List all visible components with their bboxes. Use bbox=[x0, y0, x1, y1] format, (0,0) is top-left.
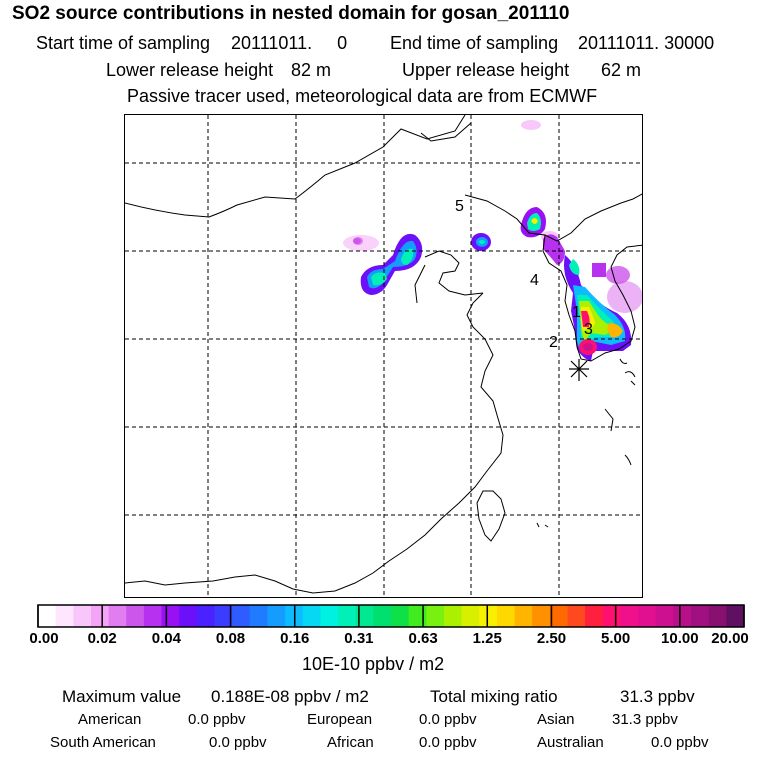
colorbar-swatch bbox=[179, 605, 198, 627]
colorbar-tick-label: 20.00 bbox=[711, 630, 749, 647]
max-value-label: Maximum value bbox=[62, 687, 182, 706]
colorbar-swatch bbox=[249, 605, 268, 627]
colorbar-swatch bbox=[90, 605, 110, 627]
upper-height-value: 62 m bbox=[601, 60, 642, 80]
colorbar-swatch bbox=[391, 605, 410, 627]
region-name-african: African bbox=[327, 734, 374, 751]
colorbar-swatch bbox=[638, 605, 657, 627]
region-name-european: European bbox=[307, 711, 373, 728]
receptor-marker-icon bbox=[569, 359, 589, 381]
total-mixing-value: 31.3 ppbv bbox=[620, 687, 695, 706]
source-label-2: 2 bbox=[549, 334, 558, 351]
region-value-african: 0.0 ppbv bbox=[419, 734, 477, 751]
colorbar-swatch bbox=[602, 605, 621, 627]
colorbar-swatch bbox=[161, 605, 180, 627]
colorbar-swatch bbox=[585, 605, 604, 627]
region-name-asian: Asian bbox=[537, 711, 575, 728]
coastlines bbox=[125, 115, 642, 594]
colorbar-swatch bbox=[73, 605, 92, 627]
colorbar-swatch bbox=[426, 605, 445, 627]
end-time-label: End time of sampling bbox=[390, 33, 559, 53]
lower-height-label: Lower release height bbox=[106, 60, 274, 80]
colorbar-tick-label: 0.63 bbox=[408, 630, 438, 647]
colorbar-swatch bbox=[108, 605, 127, 627]
colorbar-tick-label: 0.02 bbox=[87, 630, 117, 647]
upper-height-label: Upper release height bbox=[402, 60, 570, 80]
colorbar-swatch bbox=[443, 605, 463, 627]
colorbar-swatch bbox=[214, 605, 233, 627]
total-mixing-label: Total mixing ratio bbox=[430, 687, 558, 706]
colorbar-tick-label: 10.00 bbox=[661, 630, 699, 647]
colorbar-tick-label: 0.04 bbox=[151, 630, 181, 647]
source-label-3: 3 bbox=[584, 321, 593, 338]
colorbar-swatch bbox=[461, 605, 480, 627]
colorbar-swatch bbox=[38, 605, 57, 627]
colorbar-swatch bbox=[673, 605, 692, 627]
colorbar-swatch bbox=[302, 605, 321, 627]
region-value-australian: 0.0 ppbv bbox=[651, 734, 709, 751]
colorbar-swatch bbox=[691, 605, 710, 627]
colorbar-swatch bbox=[496, 605, 516, 627]
colorbar-tick-label: 0.16 bbox=[280, 630, 310, 647]
colorbar-unit: 10E-10 ppbv / m2 bbox=[302, 654, 445, 674]
contribution-map: 5 4 1 3 2 bbox=[124, 114, 643, 598]
colorbar-swatch bbox=[708, 605, 727, 627]
colorbar-swatch bbox=[726, 605, 745, 627]
colorbar-swatch bbox=[655, 605, 674, 627]
region-value-american: 0.0 ppbv bbox=[188, 711, 246, 728]
region-value-south-american: 0.0 ppbv bbox=[209, 734, 267, 751]
source-label-1: 1 bbox=[572, 304, 581, 321]
source-label-5: 5 bbox=[455, 198, 464, 215]
start-time-label: Start time of sampling bbox=[36, 33, 211, 53]
colorbar-swatch bbox=[514, 605, 533, 627]
colorbar-swatch bbox=[373, 605, 392, 627]
region-value-european: 0.0 ppbv bbox=[419, 711, 477, 728]
colorbar-swatch bbox=[232, 605, 251, 627]
start-time-value: 20111011. 0 bbox=[231, 33, 348, 53]
map-canvas bbox=[125, 115, 642, 597]
colorbar-swatch bbox=[55, 605, 74, 627]
colorbar-swatch bbox=[320, 605, 339, 627]
colorbar-tick-label: 2.50 bbox=[536, 630, 567, 647]
colorbar-tick-label: 0.00 bbox=[29, 630, 59, 647]
colorbar-tick-label: 0.31 bbox=[344, 630, 374, 647]
colorbar-tick-label: 1.25 bbox=[472, 630, 502, 647]
end-time-value: 20111011. 30000 bbox=[578, 33, 715, 53]
colorbar-swatch bbox=[143, 605, 163, 627]
colorbar-swatch bbox=[338, 605, 357, 627]
colorbar-swatch bbox=[567, 605, 586, 627]
max-value: 0.188E-08 ppbv / m2 bbox=[211, 687, 369, 706]
colorbar-swatch bbox=[126, 605, 145, 627]
colorbar-swatch bbox=[620, 605, 639, 627]
colorbar-tick-label: 5.00 bbox=[601, 630, 631, 647]
lower-height-value: 82 m bbox=[291, 60, 332, 80]
colorbar-swatch bbox=[532, 605, 551, 627]
colorbar-swatch bbox=[549, 605, 568, 627]
region-name-south-american: South American bbox=[50, 734, 156, 751]
chart-title: SO2 source contributions in nested domai… bbox=[12, 3, 570, 24]
colorbar-swatch bbox=[196, 605, 215, 627]
region-name-australian: Australian bbox=[537, 734, 604, 751]
colorbar-swatch bbox=[408, 605, 427, 627]
colorbar-swatch bbox=[267, 605, 286, 627]
map-gridlines bbox=[125, 115, 642, 597]
colorbar-swatch bbox=[355, 605, 374, 627]
colorbar-swatch bbox=[479, 605, 498, 627]
source-label-4: 4 bbox=[530, 272, 539, 289]
tracer-note: Passive tracer used, meteorological data… bbox=[127, 86, 598, 106]
colorbar-tick-label: 0.08 bbox=[215, 630, 246, 647]
colorbar-border bbox=[37, 604, 745, 628]
region-value-asian: 31.3 ppbv bbox=[612, 711, 678, 728]
so2-plume bbox=[343, 120, 642, 361]
region-name-american: American bbox=[78, 711, 142, 728]
colorbar bbox=[37, 604, 745, 628]
